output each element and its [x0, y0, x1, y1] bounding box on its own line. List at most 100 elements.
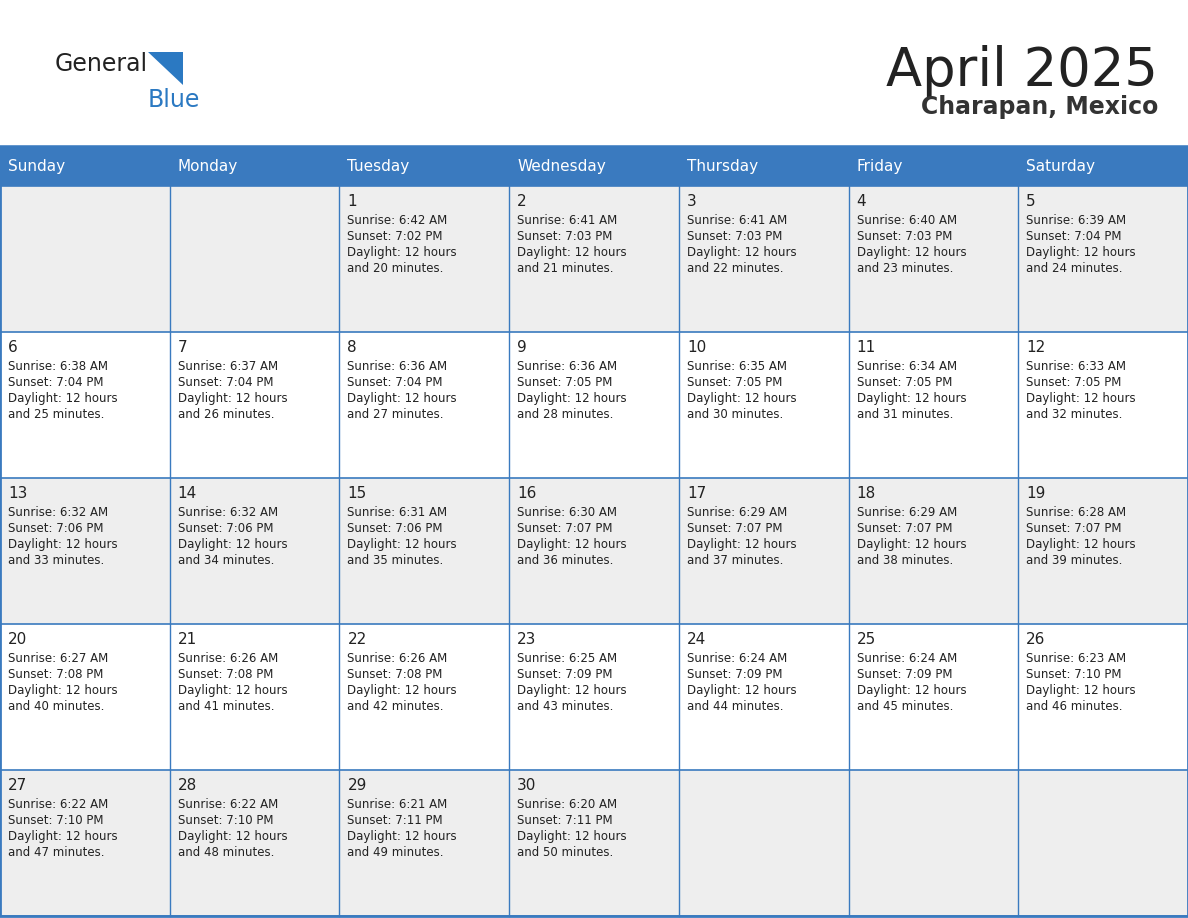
Text: and 26 minutes.: and 26 minutes.: [178, 408, 274, 421]
Bar: [848, 624, 1018, 770]
Bar: [1018, 770, 1188, 916]
Text: 19: 19: [1026, 486, 1045, 501]
Bar: [0, 332, 170, 478]
Text: Daylight: 12 hours: Daylight: 12 hours: [347, 830, 457, 843]
Text: Sunrise: 6:36 AM: Sunrise: 6:36 AM: [517, 360, 618, 373]
Text: Sunset: 7:06 PM: Sunset: 7:06 PM: [8, 522, 103, 535]
Text: Daylight: 12 hours: Daylight: 12 hours: [857, 684, 966, 697]
Text: Sunset: 7:08 PM: Sunset: 7:08 PM: [178, 668, 273, 681]
Text: Daylight: 12 hours: Daylight: 12 hours: [178, 538, 287, 551]
Text: Sunrise: 6:32 AM: Sunrise: 6:32 AM: [8, 506, 108, 519]
Text: and 31 minutes.: and 31 minutes.: [857, 408, 953, 421]
Text: and 21 minutes.: and 21 minutes.: [517, 262, 614, 275]
Bar: [678, 770, 848, 916]
Text: 16: 16: [517, 486, 537, 501]
Text: Daylight: 12 hours: Daylight: 12 hours: [178, 392, 287, 405]
Text: and 44 minutes.: and 44 minutes.: [687, 700, 783, 713]
Text: Sunrise: 6:31 AM: Sunrise: 6:31 AM: [347, 506, 448, 519]
Text: Sunrise: 6:38 AM: Sunrise: 6:38 AM: [8, 360, 108, 373]
Text: and 20 minutes.: and 20 minutes.: [347, 262, 444, 275]
Text: and 48 minutes.: and 48 minutes.: [178, 846, 274, 859]
Bar: [848, 148, 1018, 186]
Polygon shape: [148, 52, 183, 85]
Text: and 50 minutes.: and 50 minutes.: [517, 846, 613, 859]
Bar: [340, 148, 510, 186]
Text: Sunset: 7:07 PM: Sunset: 7:07 PM: [687, 522, 783, 535]
Text: Daylight: 12 hours: Daylight: 12 hours: [1026, 684, 1136, 697]
Text: Sunrise: 6:32 AM: Sunrise: 6:32 AM: [178, 506, 278, 519]
Text: 4: 4: [857, 194, 866, 209]
Text: Thursday: Thursday: [687, 160, 758, 174]
Text: Sunrise: 6:40 AM: Sunrise: 6:40 AM: [857, 214, 956, 227]
Text: and 35 minutes.: and 35 minutes.: [347, 554, 443, 567]
Text: Daylight: 12 hours: Daylight: 12 hours: [687, 392, 796, 405]
Text: Sunrise: 6:36 AM: Sunrise: 6:36 AM: [347, 360, 448, 373]
Bar: [678, 624, 848, 770]
Text: Daylight: 12 hours: Daylight: 12 hours: [1026, 392, 1136, 405]
Text: 23: 23: [517, 632, 537, 647]
Text: Daylight: 12 hours: Daylight: 12 hours: [517, 538, 627, 551]
Text: Sunrise: 6:27 AM: Sunrise: 6:27 AM: [8, 652, 108, 665]
Bar: [510, 186, 678, 332]
Text: Daylight: 12 hours: Daylight: 12 hours: [1026, 538, 1136, 551]
Text: 13: 13: [8, 486, 27, 501]
Text: Daylight: 12 hours: Daylight: 12 hours: [178, 684, 287, 697]
Text: Daylight: 12 hours: Daylight: 12 hours: [347, 538, 457, 551]
Text: and 46 minutes.: and 46 minutes.: [1026, 700, 1123, 713]
Text: Daylight: 12 hours: Daylight: 12 hours: [1026, 246, 1136, 259]
Text: Monday: Monday: [178, 160, 238, 174]
Text: 3: 3: [687, 194, 696, 209]
Text: Daylight: 12 hours: Daylight: 12 hours: [857, 538, 966, 551]
Text: and 39 minutes.: and 39 minutes.: [1026, 554, 1123, 567]
Text: Sunset: 7:07 PM: Sunset: 7:07 PM: [517, 522, 613, 535]
Text: and 49 minutes.: and 49 minutes.: [347, 846, 444, 859]
Text: Sunset: 7:09 PM: Sunset: 7:09 PM: [687, 668, 783, 681]
Bar: [340, 186, 510, 332]
Text: and 25 minutes.: and 25 minutes.: [8, 408, 105, 421]
Bar: [170, 186, 340, 332]
Text: 25: 25: [857, 632, 876, 647]
Text: 6: 6: [8, 340, 18, 355]
Text: Sunset: 7:04 PM: Sunset: 7:04 PM: [178, 376, 273, 389]
Text: 9: 9: [517, 340, 527, 355]
Text: Sunset: 7:07 PM: Sunset: 7:07 PM: [857, 522, 952, 535]
Text: Sunrise: 6:23 AM: Sunrise: 6:23 AM: [1026, 652, 1126, 665]
Text: Sunrise: 6:21 AM: Sunrise: 6:21 AM: [347, 798, 448, 811]
Text: Sunrise: 6:22 AM: Sunrise: 6:22 AM: [8, 798, 108, 811]
Text: Daylight: 12 hours: Daylight: 12 hours: [8, 392, 118, 405]
Text: Sunrise: 6:24 AM: Sunrise: 6:24 AM: [857, 652, 956, 665]
Text: Daylight: 12 hours: Daylight: 12 hours: [517, 392, 627, 405]
Text: 10: 10: [687, 340, 706, 355]
Text: Sunset: 7:03 PM: Sunset: 7:03 PM: [517, 230, 613, 243]
Text: and 45 minutes.: and 45 minutes.: [857, 700, 953, 713]
Bar: [678, 186, 848, 332]
Text: General: General: [55, 52, 148, 76]
Text: and 43 minutes.: and 43 minutes.: [517, 700, 613, 713]
Text: Sunset: 7:06 PM: Sunset: 7:06 PM: [178, 522, 273, 535]
Text: Sunset: 7:10 PM: Sunset: 7:10 PM: [1026, 668, 1121, 681]
Bar: [0, 770, 170, 916]
Text: Sunset: 7:05 PM: Sunset: 7:05 PM: [857, 376, 952, 389]
Bar: [0, 186, 170, 332]
Text: Tuesday: Tuesday: [347, 160, 410, 174]
Text: and 36 minutes.: and 36 minutes.: [517, 554, 613, 567]
Text: Sunrise: 6:26 AM: Sunrise: 6:26 AM: [347, 652, 448, 665]
Text: Daylight: 12 hours: Daylight: 12 hours: [687, 246, 796, 259]
Text: Sunrise: 6:41 AM: Sunrise: 6:41 AM: [687, 214, 788, 227]
Text: Sunrise: 6:20 AM: Sunrise: 6:20 AM: [517, 798, 618, 811]
Text: Sunset: 7:05 PM: Sunset: 7:05 PM: [1026, 376, 1121, 389]
Text: 15: 15: [347, 486, 367, 501]
Text: Sunrise: 6:35 AM: Sunrise: 6:35 AM: [687, 360, 786, 373]
Text: Sunrise: 6:29 AM: Sunrise: 6:29 AM: [857, 506, 956, 519]
Text: and 23 minutes.: and 23 minutes.: [857, 262, 953, 275]
Text: and 41 minutes.: and 41 minutes.: [178, 700, 274, 713]
Bar: [678, 332, 848, 478]
Text: Sunset: 7:09 PM: Sunset: 7:09 PM: [857, 668, 952, 681]
Text: 5: 5: [1026, 194, 1036, 209]
Text: Sunrise: 6:26 AM: Sunrise: 6:26 AM: [178, 652, 278, 665]
Text: and 30 minutes.: and 30 minutes.: [687, 408, 783, 421]
Text: Sunset: 7:04 PM: Sunset: 7:04 PM: [8, 376, 103, 389]
Text: 20: 20: [8, 632, 27, 647]
Text: Daylight: 12 hours: Daylight: 12 hours: [347, 684, 457, 697]
Text: Sunrise: 6:33 AM: Sunrise: 6:33 AM: [1026, 360, 1126, 373]
